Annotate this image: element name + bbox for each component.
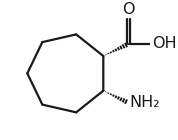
- Text: NH₂: NH₂: [130, 95, 160, 110]
- Text: O: O: [122, 2, 135, 17]
- Text: OH: OH: [152, 36, 177, 51]
